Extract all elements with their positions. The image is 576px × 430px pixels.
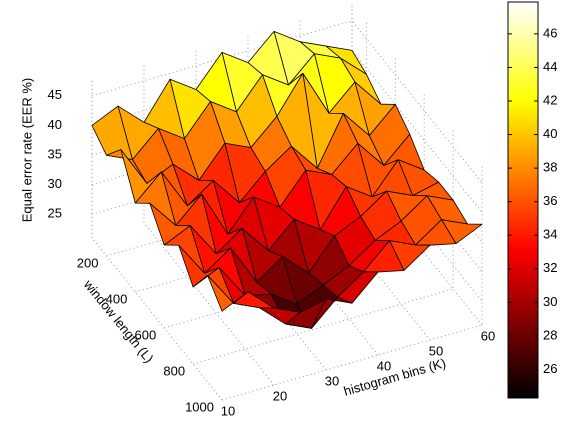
- y-tick-label: 1000: [185, 399, 214, 414]
- colorbar-tick-label: 44: [543, 59, 557, 74]
- surface-face: [207, 274, 249, 312]
- z-tick-label: 25: [48, 206, 62, 221]
- y-tick-label: 600: [135, 327, 157, 342]
- x-axis-label: histogram bins (K): [342, 355, 448, 398]
- z-tick-label: 45: [48, 87, 62, 102]
- colorbar-tick-label: 42: [543, 92, 557, 107]
- colorbar-tick-label: 34: [543, 227, 557, 242]
- colorbar-tick-label: 28: [543, 327, 557, 342]
- colorbar-tick-label: 30: [543, 294, 557, 309]
- colorbar-tick-label: 36: [543, 193, 557, 208]
- colorbar-tick-label: 46: [543, 25, 557, 40]
- x-tick-label: 30: [325, 373, 339, 388]
- x-tick-label: 60: [481, 328, 495, 343]
- y-tick-label: 800: [163, 363, 185, 378]
- y-axis-label: window length (L): [80, 276, 156, 365]
- colorbar-tick-label: 32: [543, 260, 557, 275]
- y-tick-label: 400: [106, 291, 128, 306]
- z-tick-label: 40: [48, 117, 62, 132]
- y-tick-label: 200: [77, 255, 99, 270]
- x-tick-label: 10: [221, 403, 235, 418]
- colorbar: [507, 1, 539, 399]
- colorbar-tick-label: 38: [543, 160, 557, 175]
- z-tick-label: 30: [48, 176, 62, 191]
- x-tick-label: 40: [377, 358, 391, 373]
- x-tick-label: 20: [273, 388, 287, 403]
- colorbar-tick-label: 40: [543, 126, 557, 141]
- x-tick-label: 50: [429, 343, 443, 358]
- z-axis-label: Equal error rate (EER %): [19, 78, 34, 223]
- z-tick-label: 35: [48, 146, 62, 161]
- colorbar-tick-label: 26: [543, 361, 557, 376]
